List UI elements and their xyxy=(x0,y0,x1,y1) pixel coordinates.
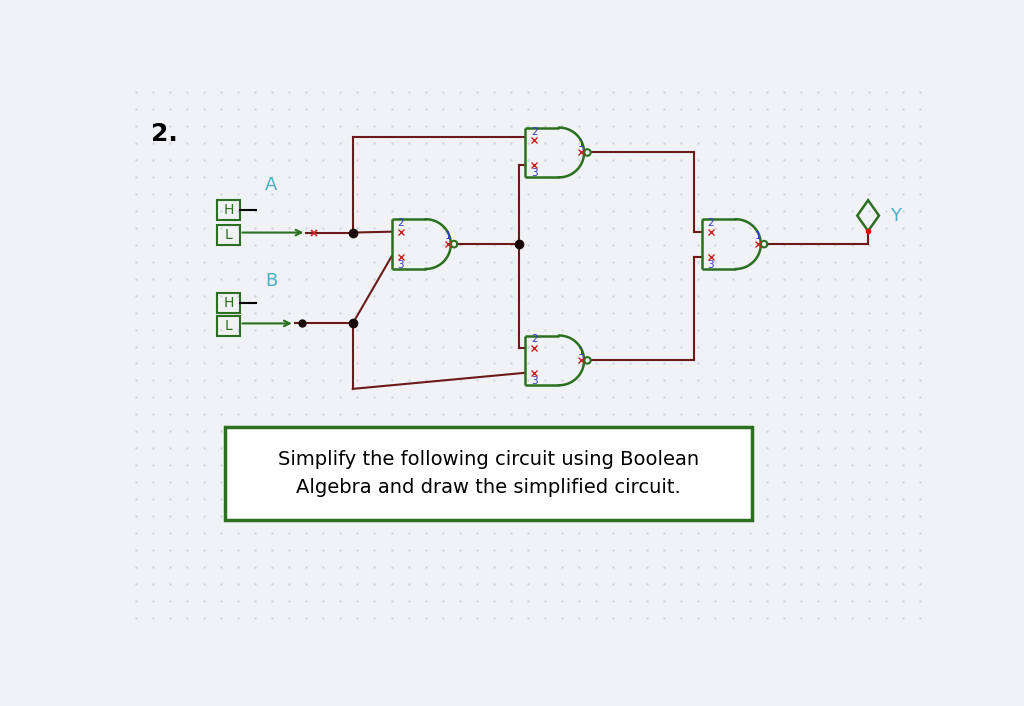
Text: B: B xyxy=(265,272,278,290)
Text: 1: 1 xyxy=(579,347,585,357)
Text: 2: 2 xyxy=(530,126,538,136)
Text: Y: Y xyxy=(890,207,901,225)
Text: 2: 2 xyxy=(397,218,404,228)
Text: 2.: 2. xyxy=(152,121,178,145)
Text: L: L xyxy=(225,318,232,333)
Text: 2: 2 xyxy=(530,335,538,345)
Text: 3: 3 xyxy=(708,260,714,270)
FancyBboxPatch shape xyxy=(225,427,752,520)
Text: H: H xyxy=(223,296,233,310)
Text: L: L xyxy=(225,228,232,242)
Text: 3: 3 xyxy=(397,260,404,270)
Text: 1: 1 xyxy=(579,139,585,149)
Text: 3: 3 xyxy=(530,376,538,386)
Text: H: H xyxy=(223,203,233,217)
Text: A: A xyxy=(265,176,278,194)
Text: 1: 1 xyxy=(755,231,762,241)
Text: 2: 2 xyxy=(708,218,714,228)
Text: 1: 1 xyxy=(444,231,452,241)
Text: Simplify the following circuit using Boolean
Algebra and draw the simplified cir: Simplify the following circuit using Boo… xyxy=(278,450,699,497)
Text: 3: 3 xyxy=(530,169,538,179)
